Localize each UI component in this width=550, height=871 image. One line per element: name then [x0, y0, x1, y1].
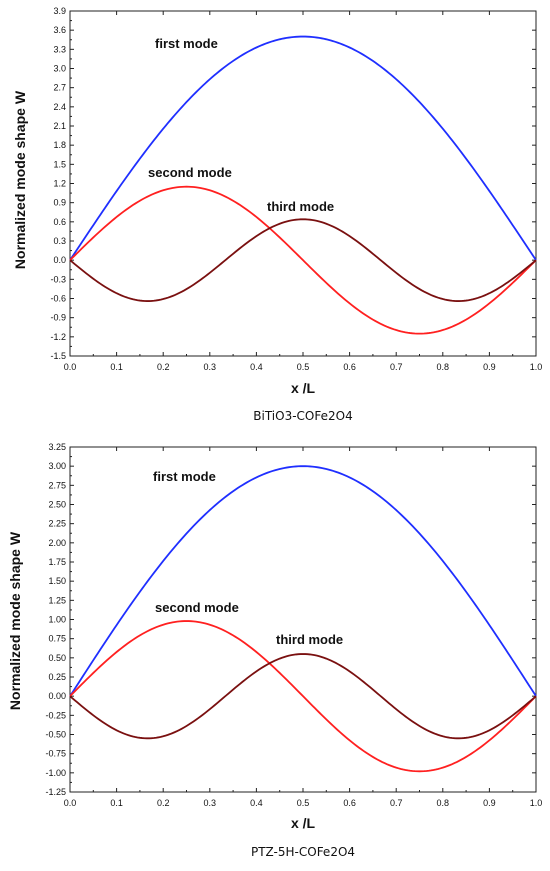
- x-tick-label: 1.0: [530, 362, 543, 372]
- x-tick-label: 0.3: [204, 798, 217, 808]
- x-tick-label: 1.0: [530, 798, 543, 808]
- series-line-third-mode: [69, 218, 537, 302]
- series-annotation: second mode: [155, 600, 239, 615]
- y-tick-label: 2.75: [48, 480, 66, 490]
- x-tick-label: 0.5: [297, 798, 310, 808]
- y-tick-label: 2.1: [53, 121, 66, 131]
- y-tick-label: 2.4: [53, 102, 66, 112]
- y-tick-label: 0.9: [53, 198, 66, 208]
- series-annotation: third mode: [267, 199, 334, 214]
- y-tick-label: 1.8: [53, 140, 66, 150]
- series-line-second-mode: [69, 185, 537, 335]
- y-axis-title: Normalized mode shape W: [12, 90, 28, 269]
- y-tick-label: -1.5: [50, 351, 66, 361]
- plot-frame: [69, 446, 537, 793]
- y-tick-label: 3.6: [53, 25, 66, 35]
- x-tick-label: 0.9: [483, 798, 496, 808]
- x-tick-label: 0.3: [204, 362, 217, 372]
- plot-frame: [69, 10, 537, 357]
- y-tick-label: 3.25: [48, 442, 66, 452]
- series-line-second-mode: [69, 620, 537, 773]
- chart-1: -1.5 -1.2 -0.9 -0.6 -0.3 0.0 0.3 0.6 0.9 1.2 1.5 1.…: [12, 6, 542, 423]
- series-annotation: third mode: [276, 632, 343, 647]
- x-tick-label: 0.8: [437, 798, 450, 808]
- y-tick-label: -0.3: [50, 274, 66, 284]
- y-tick-label: 1.00: [48, 615, 66, 625]
- y-tick-label: 3.9: [53, 6, 66, 16]
- y-tick-label: 0.6: [53, 217, 66, 227]
- series-annotation: first mode: [155, 36, 218, 51]
- x-tick-label: 0.6: [343, 362, 356, 372]
- y-tick-label: -0.50: [45, 730, 66, 740]
- chart-caption: PTZ-5H-COFe2O4: [251, 845, 355, 859]
- x-tick-label: 0.7: [390, 798, 403, 808]
- series-line-first-mode: [69, 35, 537, 261]
- y-tick-label: 1.5: [53, 159, 66, 169]
- x-tick-label: 0.9: [483, 362, 496, 372]
- y-tick-label: 3.00: [48, 461, 66, 471]
- x-tick-label: 0.4: [250, 362, 263, 372]
- x-axis-title: x /L: [291, 815, 316, 831]
- x-tick-label: 0.7: [390, 362, 403, 372]
- y-tick-label: 2.00: [48, 538, 66, 548]
- y-tick-label: -0.6: [50, 294, 66, 304]
- y-tick-label: 3.3: [53, 44, 66, 54]
- y-tick-label: 0.75: [48, 634, 66, 644]
- y-tick-label: -0.25: [45, 710, 66, 720]
- y-tick-label: -1.25: [45, 787, 66, 797]
- y-tick-label: 0.00: [48, 691, 66, 701]
- y-tick-label: 0.3: [53, 236, 66, 246]
- y-tick-label: 3.0: [53, 64, 66, 74]
- series-annotation: first mode: [153, 469, 216, 484]
- y-tick-label: 1.25: [48, 595, 66, 605]
- y-tick-label: 0.50: [48, 653, 66, 663]
- y-tick-label: 2.25: [48, 519, 66, 529]
- x-tick-label: 0.2: [157, 362, 170, 372]
- y-tick-label: 0.25: [48, 672, 66, 682]
- x-tick-label: 0.4: [250, 798, 263, 808]
- y-tick-label: 2.50: [48, 500, 66, 510]
- chart-caption: BiTiO3-COFe2O4: [253, 409, 352, 423]
- y-tick-label: 1.75: [48, 557, 66, 567]
- x-tick-label: 0.8: [437, 362, 450, 372]
- x-tick-label: 0.2: [157, 798, 170, 808]
- y-tick-label: 2.7: [53, 83, 66, 93]
- x-tick-label: 0.1: [110, 362, 123, 372]
- y-tick-label: 0.0: [53, 255, 66, 265]
- series-annotation: second mode: [148, 165, 232, 180]
- series-line-first-mode: [69, 465, 537, 697]
- x-axis-title: x /L: [291, 380, 316, 396]
- y-tick-label: -0.9: [50, 313, 66, 323]
- series-line-third-mode: [69, 653, 537, 740]
- y-tick-label: -1.2: [50, 332, 66, 342]
- chart-2: -1.25 -1.00 -0.75 -0.50 -0.25 0.00 0.25 0.50 0.7…: [7, 442, 542, 859]
- y-axis-title: Normalized mode shape W: [7, 531, 23, 710]
- y-tick-label: -1.00: [45, 768, 66, 778]
- x-tick-label: 0.1: [110, 798, 123, 808]
- y-tick-label: -0.75: [45, 749, 66, 759]
- y-tick-label: 1.2: [53, 179, 66, 189]
- x-tick-label: 0.5: [297, 362, 310, 372]
- x-tick-label: 0.0: [64, 798, 77, 808]
- x-tick-label: 0.6: [343, 798, 356, 808]
- x-tick-label: 0.0: [64, 362, 77, 372]
- y-tick-label: 1.50: [48, 576, 66, 586]
